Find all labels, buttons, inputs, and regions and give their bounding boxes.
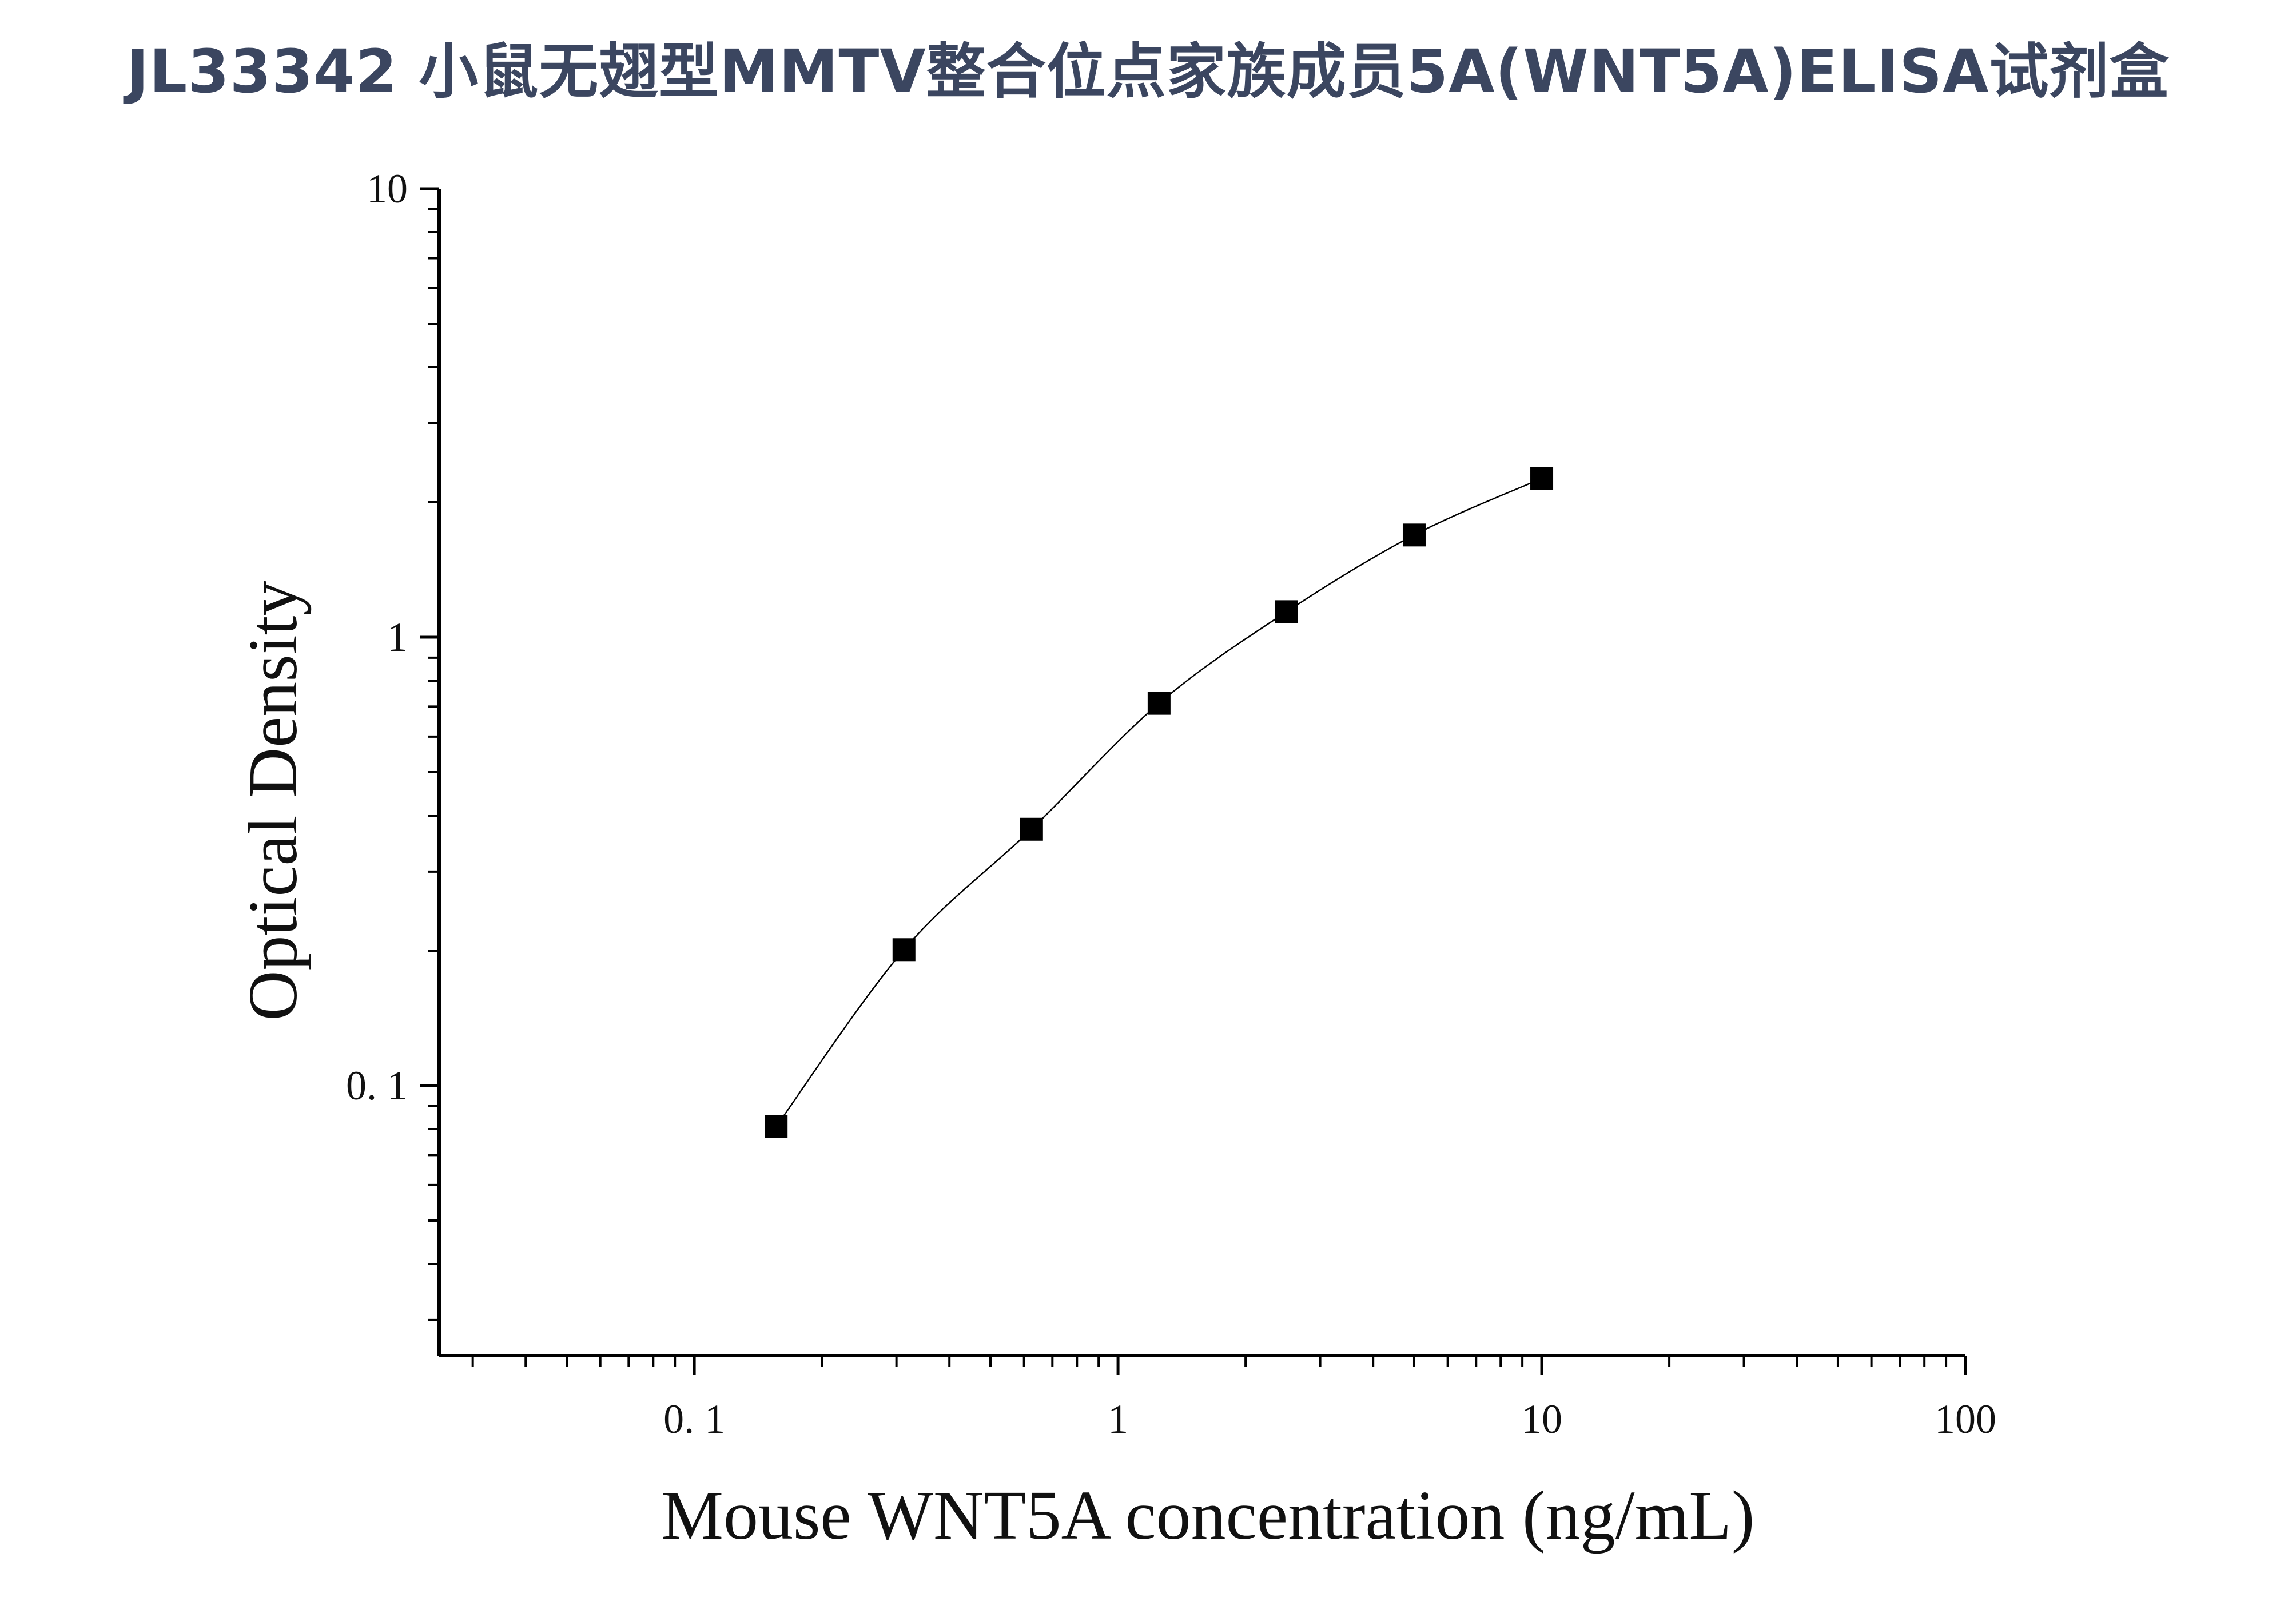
tick-labels: 0. 1 1 10 100 0. 1 1 10 bbox=[346, 166, 1996, 1442]
data-point bbox=[892, 938, 916, 962]
x-tick-label: 10 bbox=[1521, 1396, 1562, 1442]
x-tick-label: 0. 1 bbox=[663, 1396, 725, 1442]
y-tick-label: 0. 1 bbox=[346, 1063, 408, 1109]
x-tick-label: 1 bbox=[1108, 1396, 1128, 1442]
data-point bbox=[1275, 600, 1298, 623]
data-point bbox=[1020, 817, 1043, 841]
y-axis-title: Optical Density bbox=[234, 581, 312, 1020]
x-axis-title: Mouse WNT5A concentration (ng/mL) bbox=[661, 1477, 1754, 1554]
y-tick-label: 1 bbox=[387, 614, 408, 660]
fit-curve bbox=[775, 478, 1542, 1127]
y-tick-label: 10 bbox=[367, 166, 408, 212]
data-point bbox=[1402, 523, 1426, 547]
chart-axes bbox=[420, 187, 1967, 1375]
data-point bbox=[765, 1115, 788, 1138]
data-points bbox=[765, 467, 1554, 1138]
x-tick-label: 100 bbox=[1935, 1396, 1996, 1442]
data-point bbox=[1147, 692, 1171, 715]
page-title: JL33342 小鼠无翅型MMTV整合位点家族成员5A(WNT5A)ELISA试… bbox=[126, 37, 2170, 106]
data-point bbox=[1530, 467, 1554, 490]
